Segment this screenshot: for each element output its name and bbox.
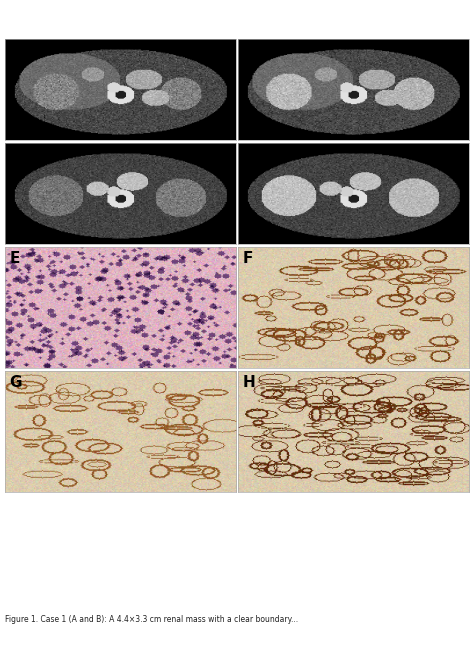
Text: H: H [243,375,255,390]
Text: A: A [9,42,21,57]
Text: F: F [243,251,253,266]
Text: B: B [243,42,255,57]
Text: E: E [9,251,20,266]
Text: D: D [243,146,255,161]
Text: Figure 1. Case 1 (A and B): A 4.4×3.3 cm renal mass with a clear boundary...: Figure 1. Case 1 (A and B): A 4.4×3.3 cm… [5,615,298,624]
Text: G: G [9,375,22,390]
Text: C: C [9,146,20,161]
